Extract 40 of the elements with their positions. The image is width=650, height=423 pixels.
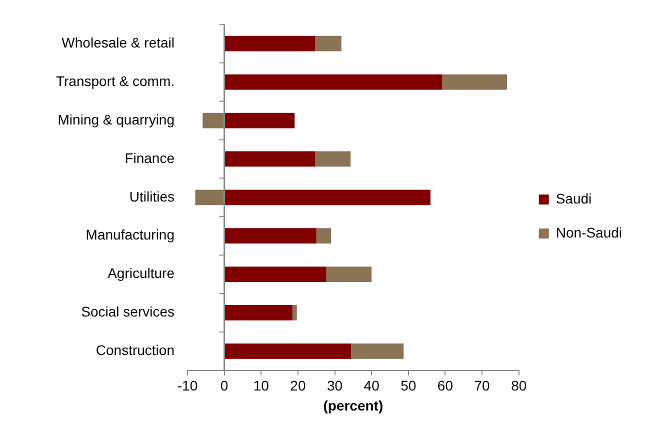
bar <box>315 151 351 167</box>
x-tick-label: 70 <box>474 378 490 394</box>
bar <box>224 36 316 52</box>
bar <box>224 74 442 90</box>
bar <box>195 190 224 206</box>
y-tick-label: Wholesale & retail <box>62 34 175 50</box>
bar <box>224 228 316 244</box>
bar <box>315 36 342 52</box>
x-tick-label: 0 <box>220 378 228 394</box>
legend-label: Non-Saudi <box>556 224 622 240</box>
y-tick-label: Agriculture <box>108 265 175 282</box>
bar <box>224 151 316 167</box>
x-tick-label: 80 <box>511 378 527 394</box>
x-tick-label: 50 <box>400 378 416 394</box>
x-tick-label: 30 <box>326 378 343 394</box>
bar <box>224 112 295 128</box>
y-tick-label: Manufacturing <box>86 226 175 243</box>
legend-label: Saudi <box>556 190 592 206</box>
y-tick-label: Finance <box>124 150 175 166</box>
x-tick-label: 10 <box>253 378 270 394</box>
y-tick-label: Transport & comm. <box>56 72 175 89</box>
bar <box>326 266 372 282</box>
bar <box>224 190 430 206</box>
y-tick-label: Mining & quarrying <box>58 111 175 128</box>
y-tick-label: Utilities <box>129 188 175 204</box>
x-tick-label: 40 <box>364 378 380 394</box>
x-tick-label: -10 <box>177 378 198 394</box>
x-tick-label: 60 <box>437 378 454 394</box>
x-tick-label: 20 <box>290 378 306 394</box>
bar <box>224 343 351 359</box>
bar <box>350 343 404 359</box>
bar <box>202 112 224 128</box>
y-tick-label: Social services <box>81 304 175 320</box>
bar <box>224 305 292 320</box>
y-tick-label: Construction <box>96 342 175 358</box>
bar <box>442 74 508 90</box>
x-axis-title: (percent) <box>323 397 384 414</box>
bar <box>292 305 297 320</box>
bar <box>224 266 326 282</box>
bar <box>316 228 332 244</box>
